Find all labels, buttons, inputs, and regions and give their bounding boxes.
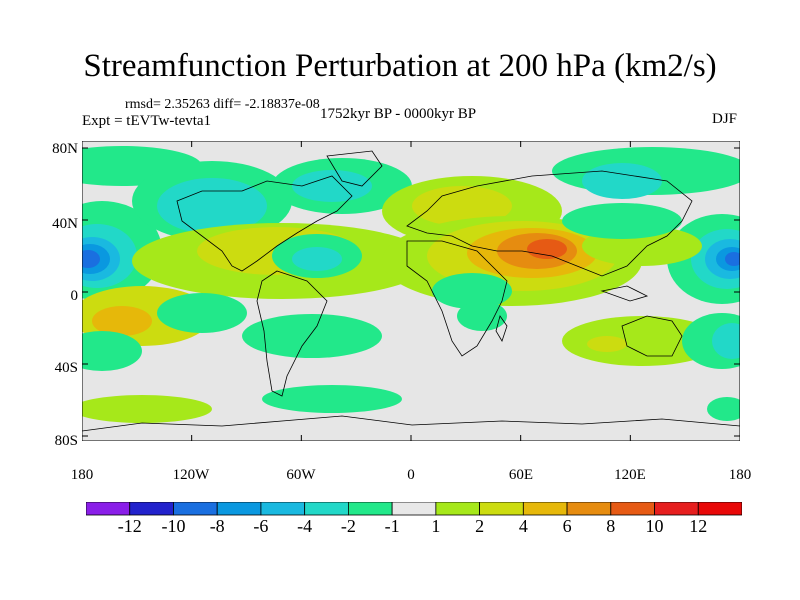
- lat-label-40s: 40S: [54, 360, 78, 376]
- contour-blob: [707, 397, 740, 421]
- colorbar-label: 2: [475, 516, 485, 536]
- colorbar-label: -4: [297, 516, 313, 536]
- coastline: [176, 175, 353, 272]
- contour-blob: [242, 314, 382, 358]
- contour-blob: [157, 293, 247, 333]
- colorbar-swatch: [216, 502, 262, 516]
- chart-title: Streamfunction Perturbation at 200 hPa (…: [83, 48, 717, 84]
- streamfunction-map: [82, 141, 740, 441]
- colorbar-label: -6: [253, 516, 269, 536]
- colorbar-label: 8: [606, 516, 616, 536]
- experiment-label: Expt = tEVTw-tevta1: [82, 113, 212, 129]
- colorbar-swatch: [697, 502, 742, 516]
- contour-blob: [292, 170, 372, 202]
- lon-label-0: 0: [407, 467, 415, 483]
- colorbar-swatch: [347, 502, 393, 516]
- colorbar-label: -8: [209, 516, 225, 536]
- contour-blob: [582, 163, 662, 199]
- colorbar-swatch: [86, 502, 131, 516]
- contour-blob: [82, 250, 100, 268]
- coastlines: [82, 150, 740, 432]
- coastline: [326, 150, 383, 187]
- colorbar: [86, 502, 742, 516]
- axis-ticks: [82, 141, 740, 441]
- contour-blob: [527, 239, 567, 259]
- lon-label-60e: 60E: [508, 467, 534, 483]
- lat-label-80n: 80N: [52, 141, 78, 157]
- colorbar-swatch: [654, 502, 699, 516]
- colorbar-swatch: [129, 502, 174, 516]
- coastline: [495, 315, 508, 342]
- season-label: DJF: [712, 111, 738, 127]
- colorbar-label: 10: [645, 516, 664, 536]
- coastline: [406, 170, 693, 277]
- colorbar-swatch: [522, 502, 568, 516]
- contour-blob: [432, 273, 512, 309]
- colorbar-label: 1: [431, 516, 441, 536]
- colorbar-label: 6: [562, 516, 572, 536]
- colorbar-label: 4: [518, 516, 528, 536]
- colorbar-label: -10: [161, 516, 186, 536]
- contour-blob: [725, 252, 740, 266]
- colorbar-label: -2: [340, 516, 356, 536]
- contour-blob: [92, 306, 152, 336]
- lon-label-120e: 120E: [614, 467, 646, 483]
- period-label: 1752kyr BP - 0000kyr BP: [320, 106, 477, 122]
- coastline: [600, 285, 649, 302]
- lon-label-180e: 180: [728, 467, 752, 483]
- contour-blob: [262, 385, 402, 413]
- contour-blob: [712, 323, 740, 359]
- contour-blob: [412, 186, 512, 226]
- coastline: [256, 270, 328, 397]
- contour-fills: [82, 146, 740, 423]
- lon-label-60w: 60W: [286, 467, 316, 483]
- colorbar-swatch: [391, 502, 437, 516]
- lat-label-40n: 40N: [52, 216, 78, 232]
- colorbar-swatch: [435, 502, 481, 516]
- colorbar-swatch: [173, 502, 218, 516]
- map-panel: [82, 141, 740, 441]
- stats-label: rmsd= 2.35263 diff= -2.18837e-08: [125, 97, 320, 112]
- lon-label-120w: 120W: [172, 467, 210, 483]
- colorbar-swatch: [260, 502, 306, 516]
- contour-blob: [457, 301, 507, 331]
- colorbar-label: 12: [689, 516, 708, 536]
- colorbar-swatch: [479, 502, 524, 516]
- colorbar-swatch: [566, 502, 612, 516]
- lat-label-0: 0: [70, 288, 79, 304]
- contour-blob: [562, 316, 722, 366]
- contour-blob: [587, 336, 627, 352]
- contour-blob: [157, 178, 267, 234]
- contour-blob: [292, 247, 342, 271]
- lon-label-180w: 180: [70, 467, 94, 483]
- colorbar-label: -1: [384, 516, 400, 536]
- colorbar-swatch: [610, 502, 655, 516]
- coastline: [82, 415, 740, 432]
- lat-label-80s: 80S: [54, 433, 78, 449]
- contour-blob: [82, 331, 142, 371]
- colorbar-label: -12: [117, 516, 142, 536]
- colorbar-swatch: [304, 502, 349, 516]
- contour-blob: [562, 203, 682, 239]
- coastline: [406, 240, 508, 357]
- coastline: [621, 315, 683, 357]
- contour-blob: [82, 395, 212, 423]
